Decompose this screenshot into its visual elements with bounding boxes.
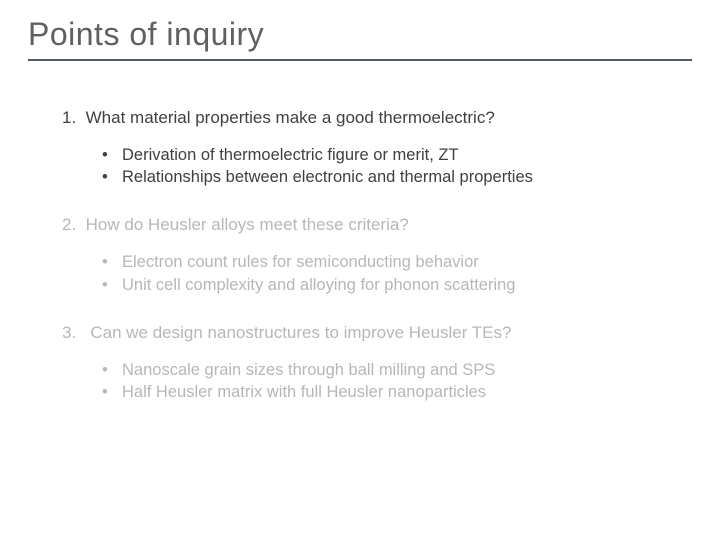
point-3-text: Can we design nanostructures to improve … [90, 323, 511, 342]
content-area: 1. What material properties make a good … [28, 107, 692, 403]
slide: Points of inquiry 1. What material prope… [0, 0, 720, 540]
point-1-question: 1. What material properties make a good … [62, 107, 672, 130]
point-2: 2. How do Heusler alloys meet these crit… [62, 214, 672, 295]
point-2-bullets: Electron count rules for semiconducting … [62, 251, 672, 296]
list-item: Relationships between electronic and the… [102, 166, 672, 188]
list-item: Electron count rules for semiconducting … [102, 251, 672, 273]
point-1-number: 1. [62, 108, 76, 127]
title-underline [28, 59, 692, 61]
point-1-text: What material properties make a good the… [86, 108, 495, 127]
point-3: 3. Can we design nanostructures to impro… [62, 322, 672, 403]
point-3-question: 3. Can we design nanostructures to impro… [62, 322, 672, 345]
point-3-bullets: Nanoscale grain sizes through ball milli… [62, 359, 672, 404]
list-item: Nanoscale grain sizes through ball milli… [102, 359, 672, 381]
point-2-question: 2. How do Heusler alloys meet these crit… [62, 214, 672, 237]
point-1: 1. What material properties make a good … [62, 107, 672, 188]
list-item: Half Heusler matrix with full Heusler na… [102, 381, 672, 403]
point-2-text: How do Heusler alloys meet these criteri… [86, 215, 409, 234]
list-item: Derivation of thermoelectric figure or m… [102, 144, 672, 166]
list-item: Unit cell complexity and alloying for ph… [102, 274, 672, 296]
point-2-number: 2. [62, 215, 76, 234]
point-3-number: 3. [62, 323, 76, 342]
slide-title: Points of inquiry [28, 16, 692, 53]
point-1-bullets: Derivation of thermoelectric figure or m… [62, 144, 672, 189]
